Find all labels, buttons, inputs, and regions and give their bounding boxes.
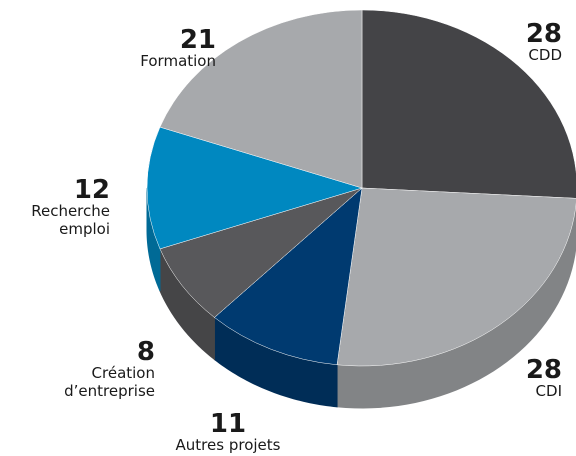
pie-slice	[159, 9, 363, 189]
category-label-line: Création	[92, 364, 155, 382]
value-label: 28	[526, 19, 562, 49]
category-label: Recherche emploi	[31, 202, 110, 238]
value-label: 8	[137, 337, 155, 367]
pie-slice	[214, 187, 363, 366]
pie-slice	[361, 9, 576, 199]
category-label-line: Recherche	[31, 202, 110, 220]
category-label-line: emploi	[59, 220, 110, 238]
value-label: 21	[180, 25, 216, 55]
pie-slice	[336, 187, 576, 367]
pie-slice	[159, 187, 363, 318]
value-label: 28	[526, 355, 562, 385]
category-label: Autres projets	[176, 436, 281, 454]
value-label: 12	[74, 175, 110, 205]
category-label-line: d’entreprise	[64, 382, 155, 400]
category-label: CDI	[536, 382, 562, 400]
pie-slice	[146, 126, 363, 250]
category-label: Création d’entreprise	[64, 364, 155, 400]
value-label: 11	[210, 409, 246, 439]
category-label: Formation	[140, 52, 216, 70]
category-label: CDD	[528, 46, 562, 64]
